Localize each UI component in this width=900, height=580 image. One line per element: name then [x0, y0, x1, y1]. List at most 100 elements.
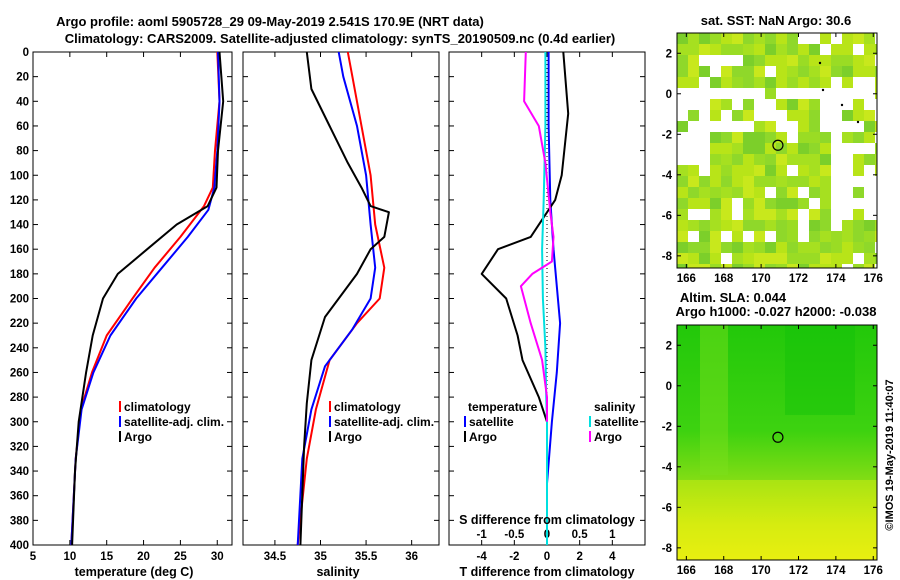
sst-cell [831, 66, 842, 77]
sst-cell [864, 231, 875, 242]
y-tick-label: 300 [10, 417, 29, 429]
sst-cell [831, 231, 842, 242]
sst-cell [710, 132, 721, 143]
top-x-tick-label: 1 [609, 529, 616, 541]
legend-s-argo: Argo [594, 430, 622, 444]
sst-cell [787, 55, 798, 66]
sst-cell [776, 99, 787, 110]
sst-cell [743, 33, 754, 44]
sst-cell [699, 66, 710, 77]
sst-cell [754, 264, 765, 268]
y-tick-label: 80 [16, 146, 29, 158]
map-x-tick-label: 174 [826, 273, 846, 285]
y-tick-label: 200 [10, 294, 29, 306]
sst-cell [743, 55, 754, 66]
difference-top-xlabel: S difference from climatology [459, 513, 635, 527]
sst-cell [787, 110, 798, 121]
sst-cell [853, 66, 864, 77]
salinity-legend: climatology satellite-adj. clim. Argo [329, 400, 434, 444]
sst-cell [842, 77, 853, 88]
sst-cell [743, 44, 754, 55]
sst-cell [787, 264, 798, 268]
sst-cell [787, 77, 798, 88]
sst-cell [776, 242, 787, 253]
sst-cell [831, 44, 842, 55]
sst-cell [820, 176, 831, 187]
map-x-tick-label: 170 [752, 565, 771, 577]
sst-cell [765, 165, 776, 176]
sst-cell [677, 165, 688, 176]
sst-cell [699, 220, 710, 231]
sst-cell [721, 242, 732, 253]
x-tick-label: 20 [137, 551, 150, 563]
sst-cell [721, 143, 732, 154]
sst-cell [853, 99, 864, 110]
legend-climatology: climatology [334, 400, 401, 414]
sst-cell [787, 154, 798, 165]
sst-cell [754, 44, 765, 55]
top-x-tick-label: -1 [477, 529, 488, 541]
map-y-tick-label: -6 [662, 502, 672, 514]
sst-cell [732, 77, 743, 88]
y-tick-label: 160 [10, 244, 29, 256]
argo-location-marker [772, 431, 784, 443]
sst-cell [864, 44, 875, 55]
sst-cell [765, 44, 776, 55]
sst-cell [688, 242, 699, 253]
sst-cell [787, 66, 798, 77]
sst-cell [732, 44, 743, 55]
sst-cell [699, 242, 710, 253]
sst-cell [743, 143, 754, 154]
y-tick-label: 220 [10, 318, 29, 330]
sst-cell [765, 220, 776, 231]
sst-cell [842, 44, 853, 55]
sst-cell [787, 33, 798, 44]
y-tick-label: 400 [10, 540, 29, 552]
sst-cell [688, 66, 699, 77]
sst-cell [677, 55, 688, 66]
sst-cell [864, 55, 875, 66]
sst-cell [710, 187, 721, 198]
sst-cell [864, 242, 875, 253]
sst-cell [754, 242, 765, 253]
sst-cell [699, 44, 710, 55]
sst-cell [875, 253, 877, 264]
sst-cell [677, 121, 688, 132]
x-tick-label: 0 [544, 551, 550, 563]
sst-cell [677, 198, 688, 209]
sla-map: 166 168 170 172 174 176 2 0 -2 -4 -6 -8 [662, 324, 883, 577]
sst-cell [776, 231, 787, 242]
sst-cell [853, 154, 864, 165]
sst-cell [776, 220, 787, 231]
temperature-xlabel: temperature (deg C) [75, 565, 194, 579]
sst-cell [677, 209, 688, 220]
legend-t-argo: Argo [469, 430, 497, 444]
sst-cell [809, 143, 820, 154]
sst-cell [798, 121, 809, 132]
sst-cell [787, 253, 798, 264]
series-line-argo [71, 51, 225, 546]
sst-cell [776, 33, 787, 44]
sst-cell [732, 154, 743, 165]
sst-cell [732, 33, 743, 44]
sst-cell [677, 242, 688, 253]
sst-cell [798, 66, 809, 77]
series-line-t-argo [480, 51, 570, 545]
sst-map-axes: 166 168 170 172 174 176 2 0 -2 -4 -6 -8 [662, 33, 883, 285]
sst-cell [820, 55, 831, 66]
sst-cell [721, 132, 732, 143]
legend-t-satellite: satellite [469, 415, 514, 429]
sst-cell [710, 220, 721, 231]
sst-cell [743, 77, 754, 88]
x-tick-label: 35 [314, 551, 327, 563]
sst-cell [809, 121, 820, 132]
sla-map-frame [676, 324, 878, 561]
sst-cell [787, 187, 798, 198]
sst-cell [732, 187, 743, 198]
sst-cell [820, 209, 831, 220]
series-line-s-argo [519, 51, 555, 422]
sst-cell [776, 264, 787, 268]
sst-cell [754, 66, 765, 77]
sst-cell [721, 187, 732, 198]
title-line2: Climatology: CARS2009. Satellite-adjuste… [65, 31, 616, 46]
